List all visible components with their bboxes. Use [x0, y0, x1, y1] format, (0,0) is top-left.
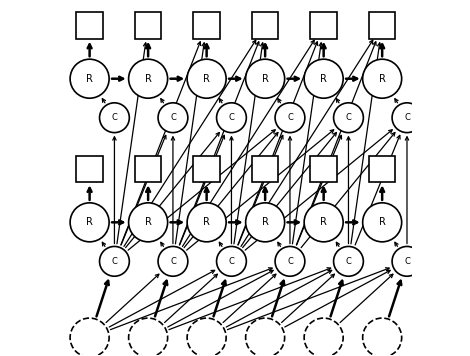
Text: R: R: [262, 74, 268, 84]
Text: C: C: [170, 257, 176, 266]
Circle shape: [304, 59, 343, 98]
Circle shape: [304, 203, 343, 242]
Bar: [252, 156, 278, 182]
Circle shape: [275, 246, 305, 276]
Bar: [369, 12, 395, 39]
Bar: [135, 12, 161, 39]
Circle shape: [129, 203, 168, 242]
Circle shape: [100, 246, 129, 276]
Text: C: C: [170, 113, 176, 122]
Circle shape: [217, 103, 246, 132]
Bar: [193, 12, 220, 39]
Text: C: C: [345, 113, 352, 122]
Circle shape: [129, 318, 168, 356]
Text: C: C: [111, 257, 118, 266]
Text: R: R: [379, 217, 385, 227]
Text: R: R: [203, 74, 210, 84]
Bar: [252, 12, 278, 39]
Circle shape: [392, 246, 422, 276]
Text: R: R: [145, 74, 151, 84]
Circle shape: [187, 318, 226, 356]
Circle shape: [246, 203, 285, 242]
Circle shape: [129, 59, 168, 98]
Circle shape: [363, 318, 402, 356]
Text: R: R: [86, 74, 93, 84]
Bar: [369, 156, 395, 182]
Circle shape: [70, 203, 109, 242]
Text: C: C: [287, 257, 293, 266]
Bar: [76, 156, 103, 182]
Bar: [310, 156, 337, 182]
Circle shape: [363, 203, 402, 242]
Circle shape: [217, 246, 246, 276]
Circle shape: [334, 103, 363, 132]
Circle shape: [100, 103, 129, 132]
Bar: [76, 12, 103, 39]
Circle shape: [158, 246, 188, 276]
Circle shape: [246, 318, 285, 356]
Bar: [310, 12, 337, 39]
Circle shape: [246, 59, 285, 98]
Text: C: C: [345, 257, 352, 266]
Text: C: C: [404, 257, 410, 266]
Circle shape: [334, 246, 363, 276]
Text: R: R: [262, 217, 268, 227]
Text: C: C: [111, 113, 118, 122]
Text: R: R: [320, 217, 327, 227]
Text: R: R: [320, 74, 327, 84]
Circle shape: [70, 318, 109, 356]
Text: R: R: [86, 217, 93, 227]
Text: C: C: [228, 257, 235, 266]
Circle shape: [70, 59, 109, 98]
Bar: [193, 156, 220, 182]
Circle shape: [187, 59, 226, 98]
Circle shape: [158, 103, 188, 132]
Text: R: R: [145, 217, 151, 227]
Circle shape: [187, 203, 226, 242]
Text: C: C: [228, 113, 235, 122]
Text: C: C: [287, 113, 293, 122]
Circle shape: [275, 103, 305, 132]
Text: R: R: [379, 74, 385, 84]
Bar: [135, 156, 161, 182]
Circle shape: [304, 318, 343, 356]
Circle shape: [363, 59, 402, 98]
Text: R: R: [203, 217, 210, 227]
Circle shape: [392, 103, 422, 132]
Text: C: C: [404, 113, 410, 122]
